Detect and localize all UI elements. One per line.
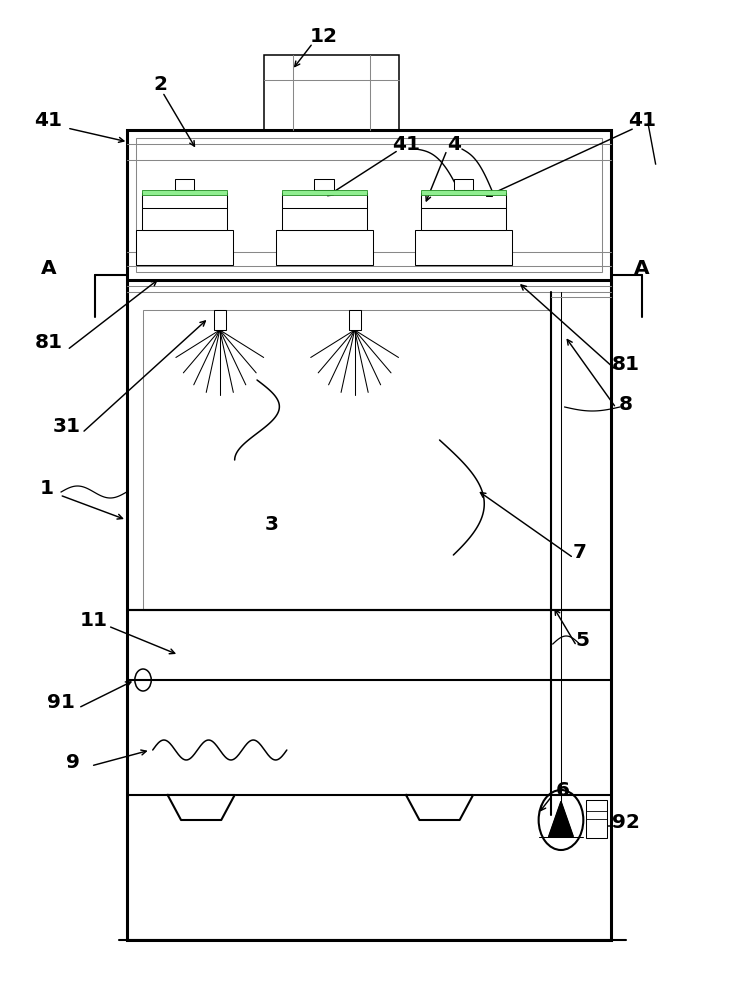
Bar xyxy=(136,230,233,265)
Text: 31: 31 xyxy=(53,418,81,436)
Text: 41: 41 xyxy=(628,111,656,130)
Bar xyxy=(314,179,334,190)
Text: 41: 41 xyxy=(392,134,420,153)
Bar xyxy=(282,190,367,195)
Bar xyxy=(586,800,607,838)
Text: 9: 9 xyxy=(66,752,80,772)
Text: A: A xyxy=(635,258,650,277)
Text: 5: 5 xyxy=(576,631,589,650)
Bar xyxy=(127,130,611,940)
Text: 8: 8 xyxy=(619,394,633,414)
Text: 7: 7 xyxy=(573,542,586,562)
Bar xyxy=(136,138,602,272)
Bar xyxy=(142,207,227,230)
Polygon shape xyxy=(548,801,573,836)
Bar xyxy=(415,230,512,265)
Bar xyxy=(282,207,367,230)
Bar xyxy=(264,55,399,130)
Text: 81: 81 xyxy=(612,355,640,373)
Text: 1: 1 xyxy=(40,479,54,497)
Text: 11: 11 xyxy=(80,610,108,630)
Bar xyxy=(421,207,506,230)
Bar xyxy=(214,310,226,330)
Bar xyxy=(276,230,372,265)
Bar xyxy=(421,190,506,195)
Text: 12: 12 xyxy=(310,26,338,45)
Bar xyxy=(282,193,367,208)
Bar xyxy=(454,179,473,190)
Text: 6: 6 xyxy=(556,780,569,800)
Bar xyxy=(142,190,227,195)
Bar xyxy=(349,310,361,330)
Bar xyxy=(142,193,227,208)
Text: 4: 4 xyxy=(448,134,461,153)
Text: 91: 91 xyxy=(47,692,75,712)
Text: 41: 41 xyxy=(34,111,63,130)
Text: 2: 2 xyxy=(153,75,167,94)
Bar xyxy=(143,310,551,610)
Polygon shape xyxy=(168,795,235,820)
Polygon shape xyxy=(406,795,473,820)
Text: 92: 92 xyxy=(612,812,640,832)
Text: 81: 81 xyxy=(34,332,63,352)
Bar xyxy=(421,193,506,208)
Text: 3: 3 xyxy=(265,516,279,534)
Bar xyxy=(175,179,194,190)
Text: A: A xyxy=(41,258,56,277)
